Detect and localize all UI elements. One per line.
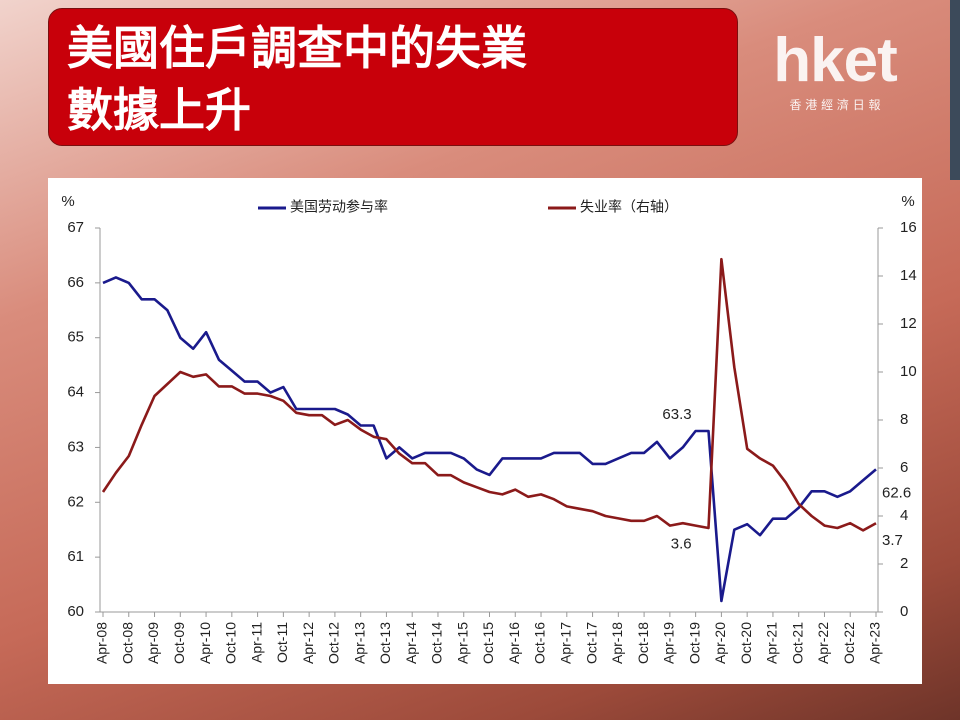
y-tick-label: 66 (67, 274, 84, 291)
y2-tick-label: 0 (900, 603, 908, 620)
x-tick-label: Oct-20 (738, 622, 754, 664)
x-tick-label: Apr-15 (454, 622, 470, 664)
x-tick-label: Apr-18 (609, 622, 625, 664)
y-tick-label: 62 (67, 493, 84, 510)
x-tick-label: Oct-14 (429, 622, 445, 664)
x-tick-label: Oct-16 (532, 622, 548, 664)
x-tick-label: Oct-15 (480, 622, 496, 664)
value-label: 63.3 (662, 406, 691, 423)
x-tick-label: Oct-21 (789, 622, 805, 664)
y-tick-label: 67 (67, 219, 84, 236)
x-tick-label: Apr-08 (94, 622, 110, 664)
y2-axis-unit: % (901, 193, 914, 210)
x-tick-label: Oct-19 (686, 622, 702, 664)
x-tick-label: Apr-09 (145, 622, 161, 664)
value-label: 3.7 (882, 532, 903, 549)
value-label: 62.6 (882, 484, 911, 501)
x-tick-label: Oct-08 (119, 622, 135, 664)
logo-name: hket (773, 26, 897, 95)
x-tick-label: Apr-13 (351, 622, 367, 664)
y2-tick-label: 10 (900, 363, 917, 380)
y2-tick-label: 12 (900, 315, 917, 332)
logo: hket 香 港 經 濟 日 報 (750, 30, 920, 113)
y-tick-label: 64 (67, 384, 84, 401)
x-tick-label: Oct-17 (583, 622, 599, 664)
y2-tick-label: 16 (900, 219, 917, 236)
y2-tick-label: 4 (900, 507, 908, 524)
series-line (101, 257, 877, 532)
logo-subtitle: 香 港 經 濟 日 報 (789, 98, 881, 112)
x-tick-label: Apr-19 (661, 622, 677, 664)
x-tick-label: Apr-22 (815, 622, 831, 664)
chart-panel (48, 178, 922, 684)
x-tick-label: Oct-10 (223, 622, 239, 664)
title-box: 美國住戶調查中的失業 數據上升 (48, 8, 738, 146)
legend-label: 失业率（右轴） (580, 199, 678, 215)
x-tick-label: Oct-13 (377, 622, 393, 664)
x-tick-label: Apr-17 (558, 622, 574, 664)
y2-tick-label: 8 (900, 411, 908, 428)
x-tick-label: Apr-12 (300, 622, 316, 664)
y2-tick-label: 14 (900, 267, 917, 284)
x-tick-label: Oct-18 (635, 622, 651, 664)
y-tick-label: 63 (67, 438, 84, 455)
legend-label: 美国劳动参与率 (290, 199, 388, 215)
chart: % % 60 61 62 63 64 65 66 67 0 2 4 6 8 10 12 14 16 Apr-08 O… (48, 178, 922, 684)
y2-tick-label: 6 (900, 459, 908, 476)
side-strip (950, 0, 960, 180)
y-tick-label: 60 (67, 603, 84, 620)
x-tick-label: Apr-11 (248, 622, 264, 663)
x-tick-label: Apr-10 (197, 622, 213, 664)
series-line (102, 276, 877, 603)
x-tick-label: Apr-23 (867, 622, 883, 664)
title-line: 美國住戶調查中的失業 (67, 21, 527, 75)
value-label: 3.6 (671, 536, 692, 553)
x-tick-label: Oct-11 (274, 622, 290, 663)
x-tick-label: Apr-16 (506, 622, 522, 664)
x-tick-label: Oct-12 (326, 622, 342, 664)
x-tick-label: Oct-09 (171, 622, 187, 664)
title-line: 數據上升 (67, 83, 251, 137)
x-tick-label: Apr-20 (712, 622, 728, 664)
y-tick-label: 61 (67, 548, 84, 565)
x-tick-label: Apr-21 (764, 622, 780, 664)
y-tick-label: 65 (67, 329, 84, 346)
y2-tick-label: 2 (900, 555, 908, 572)
y-axis-unit: % (61, 193, 74, 210)
x-tick-label: Apr-14 (403, 622, 419, 664)
x-tick-label: Oct-22 (841, 622, 857, 664)
